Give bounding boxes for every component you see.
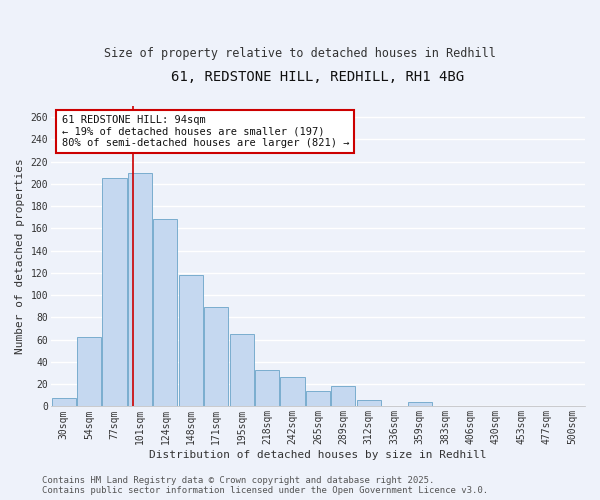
Y-axis label: Number of detached properties: Number of detached properties [15,158,25,354]
Bar [331,386,355,406]
Text: Size of property relative to detached houses in Redhill: Size of property relative to detached ho… [104,48,496,60]
Bar [52,398,76,406]
Bar [128,173,152,406]
Bar [179,275,203,406]
Bar [77,338,101,406]
X-axis label: Distribution of detached houses by size in Redhill: Distribution of detached houses by size … [149,450,487,460]
Bar [357,400,381,406]
Bar [306,391,330,406]
Bar [204,308,229,406]
Bar [407,402,432,406]
Text: Contains HM Land Registry data © Crown copyright and database right 2025.
Contai: Contains HM Land Registry data © Crown c… [42,476,488,495]
Bar [255,370,279,406]
Bar [280,378,305,406]
Title: 61, REDSTONE HILL, REDHILL, RH1 4BG: 61, REDSTONE HILL, REDHILL, RH1 4BG [172,70,464,84]
Bar [230,334,254,406]
Bar [154,220,178,406]
Text: 61 REDSTONE HILL: 94sqm
← 19% of detached houses are smaller (197)
80% of semi-d: 61 REDSTONE HILL: 94sqm ← 19% of detache… [62,115,349,148]
Bar [103,178,127,406]
